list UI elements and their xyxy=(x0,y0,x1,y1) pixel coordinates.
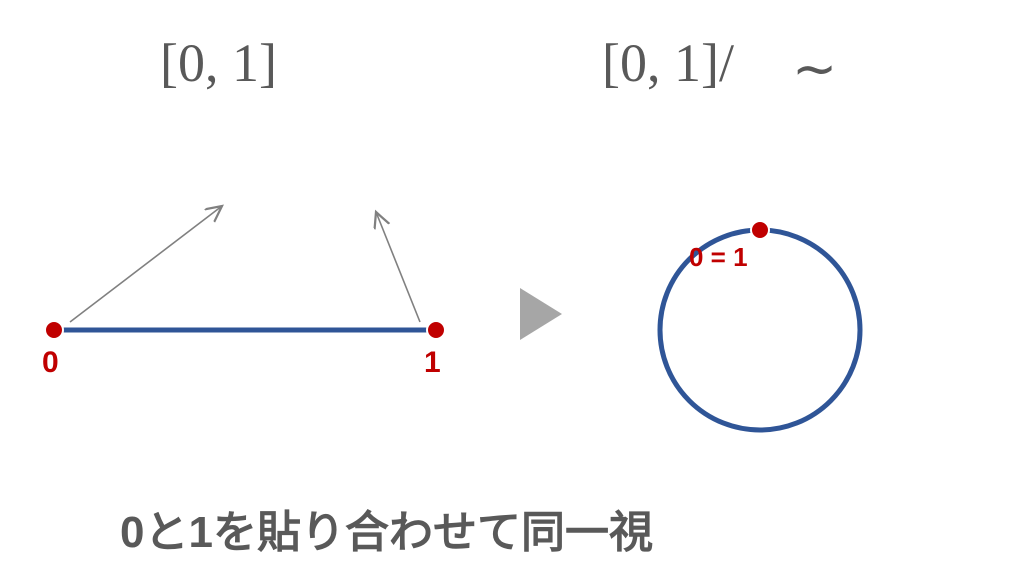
caption-text: 0と1を貼り合わせて同一視 xyxy=(120,496,653,560)
interval-figure xyxy=(36,200,456,380)
diagram-stage: [0, 1] [0, 1]/ ∼ 0 1 0 = 1 0と1を貼り合わせて xyxy=(0,0,1024,580)
quotient-top-point xyxy=(751,221,769,239)
interval-label-0: 0 xyxy=(42,348,59,378)
interval-label-1: 1 xyxy=(424,348,441,378)
arrow-triangle-icon xyxy=(520,288,580,348)
interval-endpoint-1 xyxy=(427,321,445,339)
arrow-triangle xyxy=(520,288,562,340)
circle-figure xyxy=(640,200,880,440)
circle-top-label: 0 = 1 xyxy=(689,244,748,270)
interval-endpoint-0 xyxy=(45,321,63,339)
heading-interval: [0, 1] xyxy=(160,36,277,90)
heading-quotient-tilde: ∼ xyxy=(792,42,837,96)
interval-arrow-left xyxy=(70,206,222,322)
heading-quotient-main: [0, 1]/ xyxy=(602,36,734,90)
interval-arrow-right xyxy=(376,212,420,322)
